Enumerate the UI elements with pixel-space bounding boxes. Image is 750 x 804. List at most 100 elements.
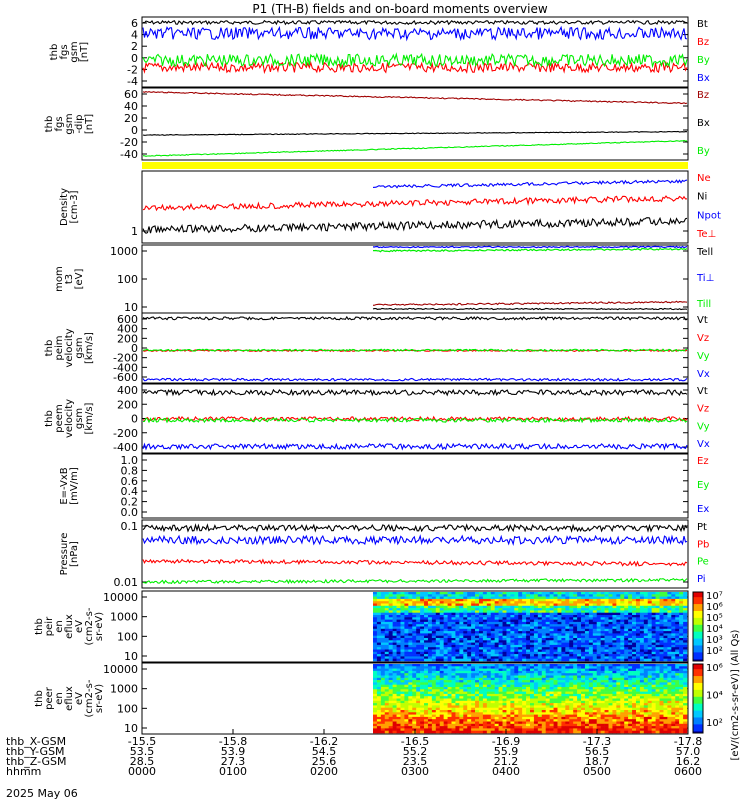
legend-fgs-2: By (697, 55, 710, 66)
colorbar-tick-peir-3: 10⁴ (706, 624, 723, 635)
y-axis-label-efield-1: [mV/m] (69, 467, 80, 505)
spectrogram-peer (373, 664, 687, 733)
y-tick-label-temperature-1: 100 (117, 273, 138, 286)
x-tick-label-5-3: 0500 (583, 765, 611, 778)
legend-pressure-2: Pe (697, 557, 709, 568)
colorbar-peer: 10⁶ 10⁴ 10² (693, 663, 723, 734)
y-axis-label-peim_velocity-4: [km/s] (84, 332, 95, 364)
colorbar-tick-peir-1: 10⁶ (706, 602, 723, 613)
y-tick-label-peim_velocity-6: -600 (113, 371, 138, 384)
series-fgs-Bt (143, 21, 687, 25)
x-tick-label-6-3: 0600 (674, 765, 702, 778)
y-tick-label-pressure-1: 0.01 (114, 576, 139, 589)
x-tick-label-2-3: 0200 (310, 765, 338, 778)
series-pressure-Pe (143, 579, 687, 584)
legend-temperature-2: Till (696, 299, 711, 310)
series-temp-Till (373, 249, 687, 252)
legend-peem_velocity-2: Vy (697, 421, 710, 432)
legend-density-3: Te⊥ (696, 229, 716, 240)
legend-efield-0: Ez (697, 456, 709, 467)
x-row-label-3: hhmm (6, 765, 41, 778)
y-tick-label-pressure-0: 0.1 (121, 520, 139, 533)
y-tick-label-peer-0: 10000 (103, 663, 138, 676)
legend-density-2: Npot (697, 210, 721, 221)
legend-fgs_dip-0: Bz (697, 90, 709, 101)
series-temp-Tell (373, 308, 687, 309)
x-tick-label-3-3: 0300 (401, 765, 429, 778)
series-pressure-Pt (143, 525, 687, 531)
series-peem_velocity-Vt (143, 390, 687, 395)
colorbar-tick-peir-4: 10³ (706, 635, 723, 646)
y-axis-label-fgs_dip-4: [nT] (84, 114, 95, 134)
legend-pressure-3: Pi (697, 574, 706, 585)
series-density-Npot (373, 180, 687, 188)
panel-frame-efield (142, 454, 688, 518)
series-fgs-Bx (143, 27, 687, 39)
legend-peim_velocity-2: Vy (697, 351, 710, 362)
colorbar-tick-peir-5: 10² (706, 646, 723, 657)
series-fgs_dip-Bz (143, 92, 687, 104)
series-fgs_dip-By (143, 140, 687, 156)
y-tick-label-peer-3: 10 (124, 722, 138, 735)
legend-temperature-0: Tell (696, 247, 713, 258)
series-peim_velocity-Vt (143, 317, 687, 320)
legend-fgs-3: Bx (697, 73, 710, 84)
legend-fgs-1: Bz (697, 37, 709, 48)
y-tick-label-peer-1: 1000 (110, 683, 138, 696)
legend-density-1: Ni (697, 192, 707, 203)
series-density-Ne (143, 196, 687, 210)
colorbar-tick-peer-1: 10⁴ (706, 691, 723, 702)
spectrogram-peir (373, 592, 687, 661)
legend-peem_velocity-3: Vx (697, 439, 710, 450)
series-peem_velocity-Vx (143, 444, 687, 449)
y-tick-label-peem_velocity-0: 400 (117, 384, 138, 397)
panel-frame-pressure (142, 520, 688, 588)
colorbar-tick-peer-0: 10⁶ (706, 663, 723, 674)
y-axis-label-peir-6: sr-eV) (94, 612, 105, 641)
y-axis-label-fgs-3: [nT] (79, 42, 90, 62)
series-fgs_dip-Bx (143, 131, 687, 135)
y-tick-label-efield-5: 0.0 (121, 506, 139, 519)
x-tick-label-1-3: 0100 (219, 765, 247, 778)
series-pressure-Pi (143, 536, 687, 544)
legend-peim_velocity-1: Vz (697, 333, 709, 344)
y-axis-label-temperature-2: [eV] (74, 269, 85, 290)
y-tick-label-temperature-0: 1000 (110, 245, 138, 258)
y-tick-label-peir-1: 1000 (110, 611, 138, 624)
y-axis-label-peem_velocity-4: [km/s] (84, 402, 95, 434)
y-tick-label-peir-0: 10000 (103, 591, 138, 604)
legend-peim_velocity-0: Vt (697, 315, 708, 326)
y-tick-label-density-0: 1 (131, 225, 138, 238)
colorbar-tick-peer-2: 10² (706, 718, 723, 729)
colorbar-tick-peir-2: 10⁵ (706, 613, 723, 624)
colorbar-tick-peir-0: 10⁷ (706, 591, 723, 602)
y-tick-label-peem_velocity-1: 200 (117, 398, 138, 411)
series-temp-Tiperp (373, 246, 687, 247)
y-axis-label-peer-6: sr-eV) (94, 684, 105, 713)
y-tick-label-peem_velocity-2: 0 (131, 413, 138, 426)
yellow-bar (142, 162, 688, 169)
y-tick-label-peir-2: 100 (117, 630, 138, 643)
chart-title: P1 (TH-B) fields and on-board moments ov… (252, 2, 548, 16)
legend-pressure-0: Pt (697, 522, 707, 533)
series-density-Ni (143, 218, 687, 234)
y-axis-label-pressure-1: [nPa] (69, 541, 80, 567)
legend-pressure-1: Pb (697, 539, 709, 550)
legend-peem_velocity-1: Vz (697, 404, 709, 415)
y-tick-label-peem_velocity-4: -400 (113, 441, 138, 454)
y-tick-label-peem_velocity-3: -200 (113, 427, 138, 440)
legend-peim_velocity-3: Vx (697, 369, 710, 380)
legend-density-0: Ne (697, 173, 711, 184)
y-tick-label-fgs-5: -4 (127, 75, 138, 88)
x-tick-label-0-3: 0000 (128, 765, 156, 778)
